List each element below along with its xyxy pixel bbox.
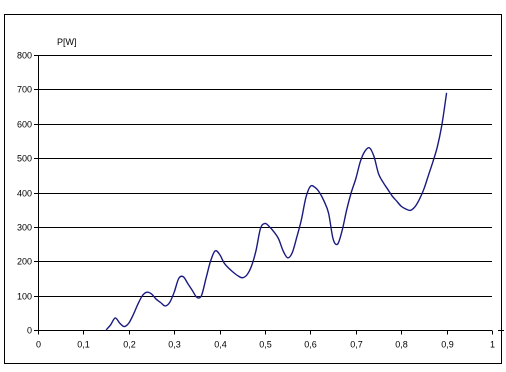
x-tick-label: 0,5 <box>259 340 272 350</box>
x-tick-label: 0,1 <box>77 340 90 350</box>
series-line-0 <box>105 92 448 331</box>
tick-labels: 0 100 200 300 400 500 600 700 800 0 0,1 0,2 0,3 0,4 0,… <box>17 51 495 350</box>
y-tick-label: 400 <box>17 189 32 199</box>
x-tick-label: 0 <box>36 340 41 350</box>
y-tick-label: 300 <box>17 223 32 233</box>
y-tick-label: 0 <box>27 326 32 336</box>
x-tick-label: 0,6 <box>304 340 317 350</box>
y-tick-label: 500 <box>17 154 32 164</box>
y-tick-label: 600 <box>17 120 32 130</box>
series-layer <box>105 92 448 331</box>
x-tick-label: 0,8 <box>395 340 408 350</box>
y-tick-label: 200 <box>17 257 32 267</box>
x-tick-label: 0,7 <box>350 340 363 350</box>
gridlines <box>38 55 492 297</box>
x-tick-label: 0,4 <box>214 340 227 350</box>
y-tick-label: 100 <box>17 292 32 302</box>
axes <box>34 55 504 335</box>
x-tick-label: 0,3 <box>168 340 181 350</box>
y-tick-label: 700 <box>17 85 32 95</box>
y-tick-label: 800 <box>17 51 32 61</box>
x-tick-label: 0,2 <box>123 340 136 350</box>
chart-area-border <box>4 14 502 364</box>
x-tick-label: 1 <box>490 340 495 350</box>
x-tick-label: 0,9 <box>441 340 454 350</box>
y-axis-title: P[W] <box>57 37 77 47</box>
